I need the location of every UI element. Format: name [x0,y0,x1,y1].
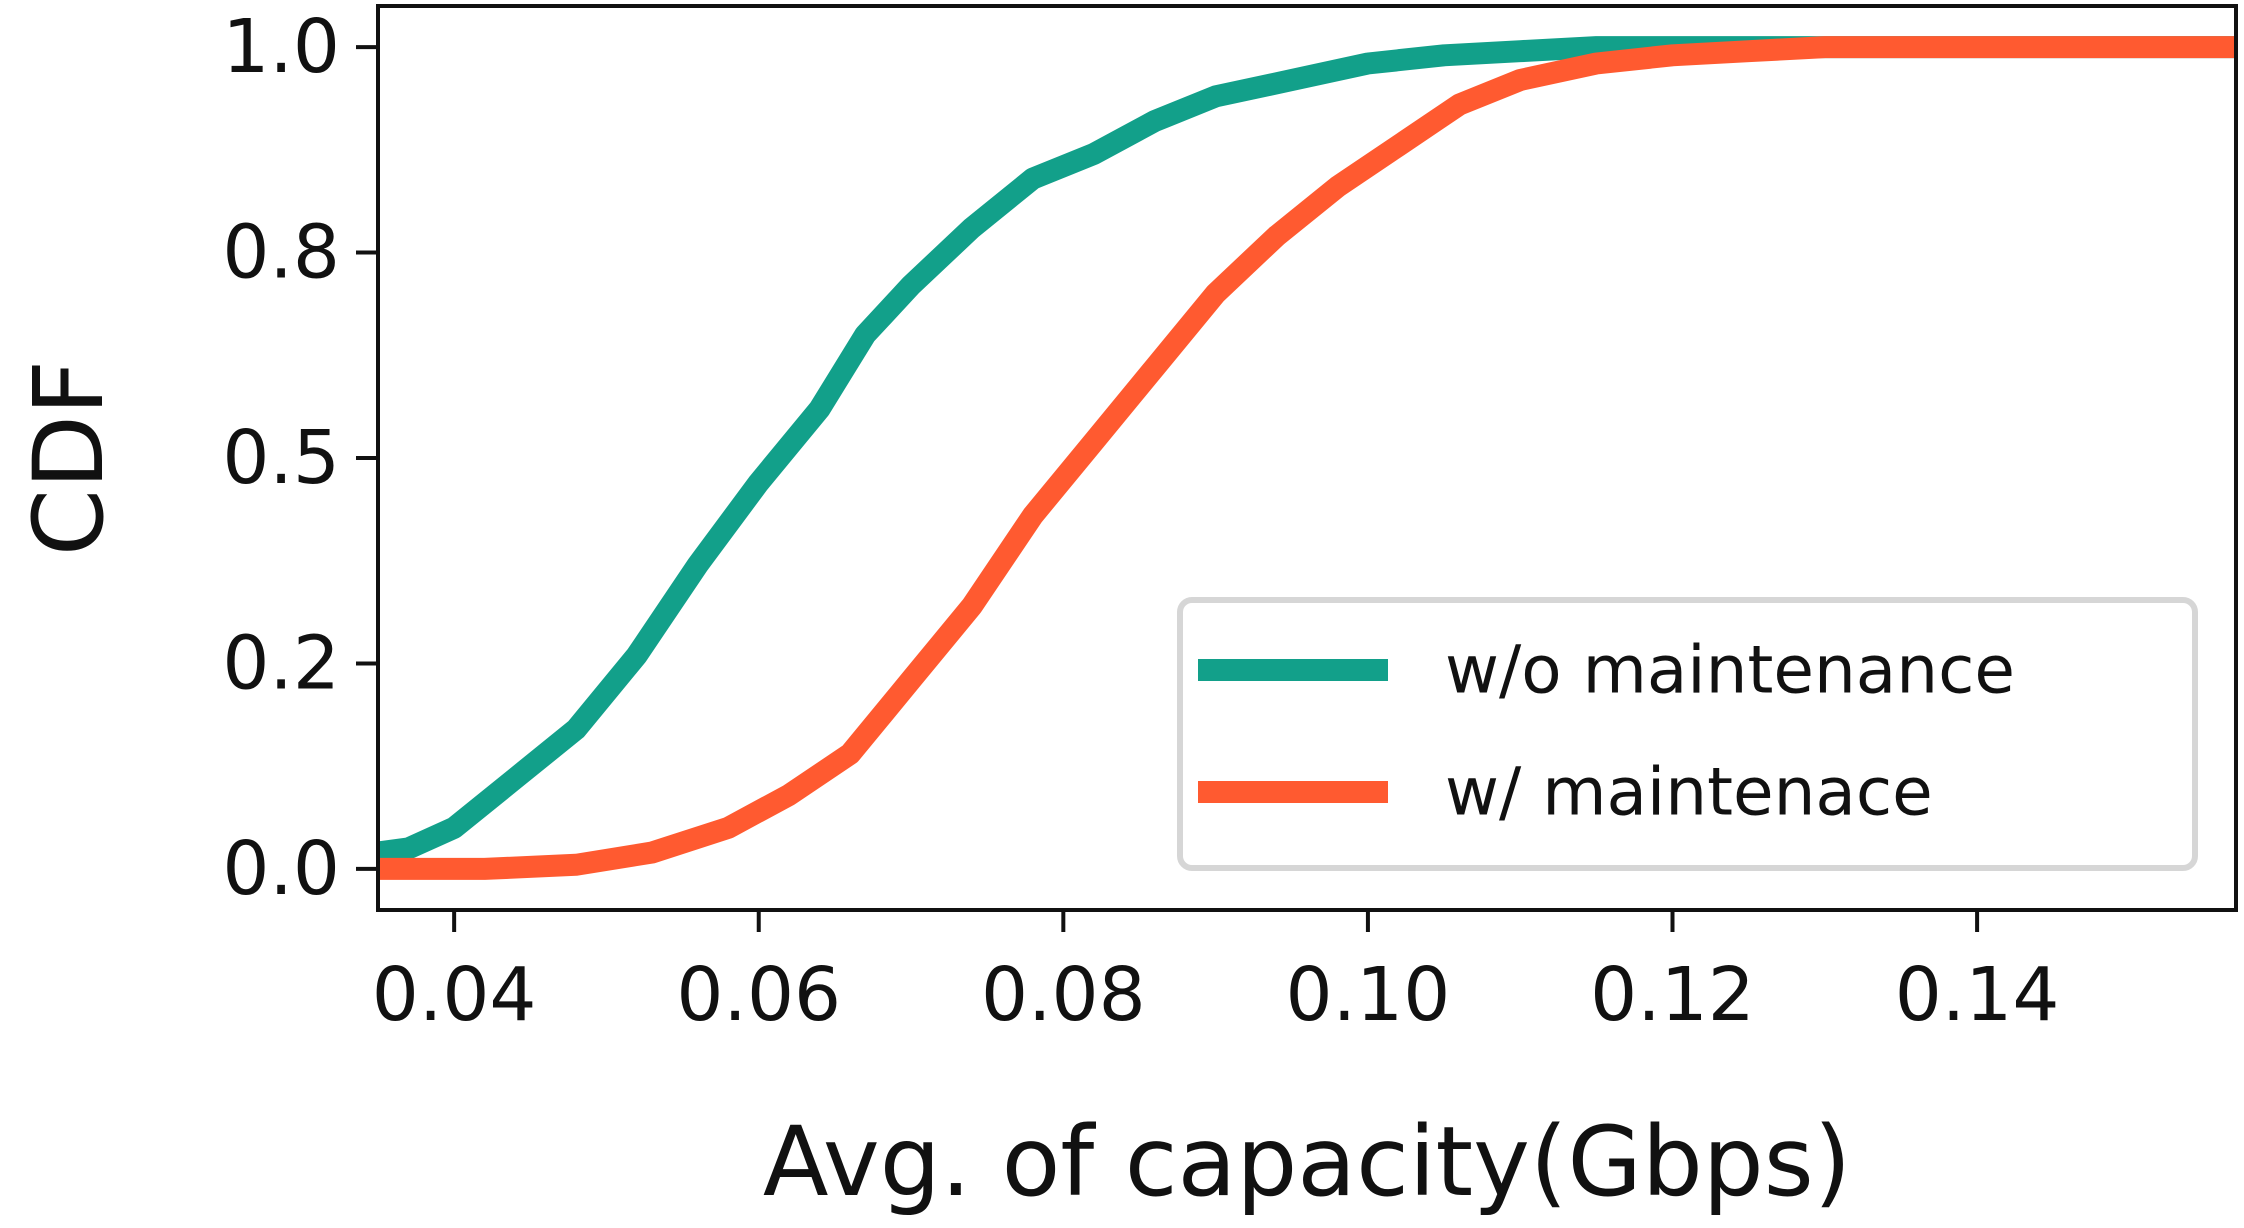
legend-label-w-maintenace: w/ maintenace [1445,754,1933,831]
axes-layer: 0.04 0.06 0.08 0.10 0.12 0.14 0.0 0.2 0.5 0.8 1.0 [222,4,2238,1038]
x-tick-label: 0.06 [676,952,841,1038]
y-tick-label: 0.5 [222,415,340,501]
x-tick-label: 0.12 [1590,952,1755,1038]
legend-box [1177,597,2198,871]
series-line-1 [378,36,2236,880]
series-line-0 [378,36,2236,864]
x-axis-title: Avg. of capacity(Gbps) [763,1106,1851,1218]
y-axis-title: CDF [13,360,125,556]
y-tick-label: 0.0 [222,826,340,912]
legend: w/o maintenance w/ maintenace [1177,597,2198,871]
y-tick-label: 0.8 [222,210,340,296]
y-tick-label: 1.0 [222,4,340,90]
x-tick-label: 0.08 [981,952,1146,1038]
plot-layer [378,36,2236,880]
x-tick-label: 0.14 [1895,952,2060,1038]
y-tick-label: 0.2 [222,620,340,706]
legend-label-w-o-maintenance: w/o maintenance [1445,632,2015,709]
x-tick-label: 0.04 [372,952,537,1038]
x-tick-label: 0.10 [1286,952,1451,1038]
